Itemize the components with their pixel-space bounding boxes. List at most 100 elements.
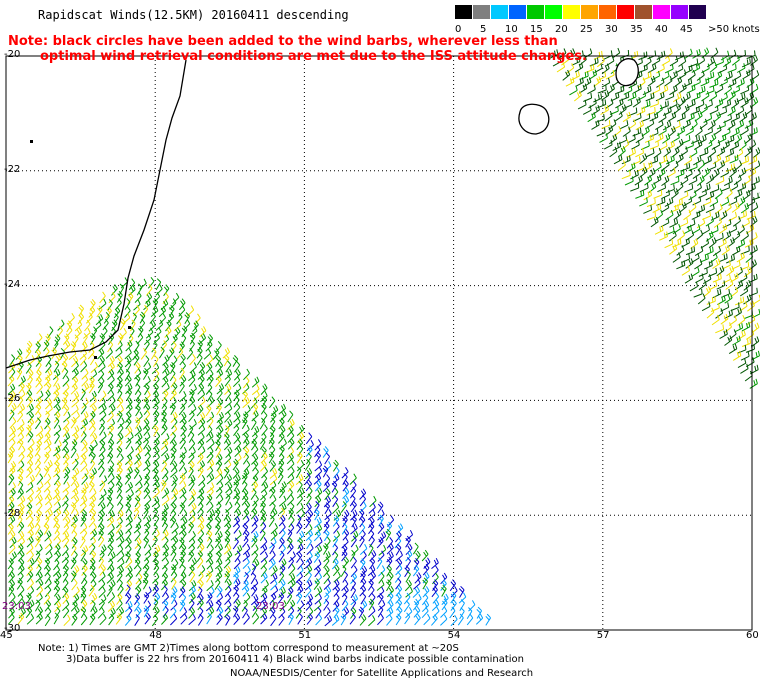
wind-barb <box>194 313 201 326</box>
wind-barb <box>242 452 250 465</box>
wind-barb <box>332 502 340 515</box>
wind-barb <box>179 549 186 562</box>
wind-barb <box>215 432 222 444</box>
wind-barb <box>98 445 106 457</box>
wind-barb <box>224 403 233 415</box>
wind-barb <box>747 300 755 312</box>
wind-barb <box>114 347 123 359</box>
wind-barb <box>183 319 191 331</box>
wind-barb <box>206 592 213 604</box>
wind-barb <box>634 175 643 186</box>
wind-barb <box>643 190 652 201</box>
wind-barb <box>358 508 365 521</box>
legend-swatch <box>653 5 670 19</box>
wind-barb <box>117 361 123 374</box>
wind-barb <box>80 360 88 373</box>
wind-barb <box>187 396 196 408</box>
wind-barb <box>207 416 214 429</box>
wind-barb <box>659 84 669 95</box>
wind-barb <box>124 375 132 387</box>
wind-barb <box>8 584 15 597</box>
wind-barb <box>143 536 150 549</box>
wind-barb <box>577 99 587 110</box>
wind-barb <box>727 119 736 131</box>
wind-barb <box>377 522 385 535</box>
wind-barb <box>250 418 257 431</box>
wind-barb <box>412 564 420 577</box>
wind-barb <box>43 375 51 387</box>
wind-barb <box>179 571 187 583</box>
wind-barb <box>279 503 287 515</box>
wind-barb <box>721 127 731 137</box>
wind-barb <box>63 411 71 423</box>
wind-barb <box>701 167 710 179</box>
wind-barb <box>169 453 176 466</box>
wind-barb <box>214 558 223 570</box>
wind-barb <box>251 480 259 493</box>
wind-barb <box>712 273 722 283</box>
wind-barb <box>359 529 366 542</box>
wind-barb <box>153 592 161 605</box>
wind-barb <box>485 613 492 626</box>
wind-barb <box>43 451 50 464</box>
wind-barb <box>163 284 170 297</box>
wind-barb <box>278 550 285 563</box>
wind-barb <box>142 577 149 590</box>
wind-barb <box>744 146 753 158</box>
wind-barb <box>278 486 286 499</box>
wind-barb <box>215 565 223 578</box>
wind-barb <box>57 319 65 331</box>
wind-barb <box>233 571 239 584</box>
wind-barb <box>197 529 205 541</box>
wind-barb <box>170 466 178 478</box>
wind-barb <box>124 298 131 310</box>
wind-barb <box>116 593 123 605</box>
legend-swatch <box>599 5 616 19</box>
wind-barb <box>26 502 33 515</box>
wind-barb <box>565 77 575 87</box>
wind-barb <box>679 190 689 201</box>
wind-barb <box>117 381 123 394</box>
wind-barb <box>287 438 295 450</box>
wind-barb <box>296 451 303 464</box>
wind-barb <box>88 306 96 318</box>
wind-barb <box>179 487 187 499</box>
wind-barb <box>179 411 187 424</box>
wind-barb <box>664 76 673 87</box>
wind-barb <box>224 606 231 618</box>
wind-barb <box>314 565 321 578</box>
wind-barb <box>639 183 649 193</box>
wind-barb <box>466 607 473 620</box>
wind-barb <box>102 318 109 331</box>
wind-barb <box>207 606 215 619</box>
wind-barb <box>331 480 338 493</box>
wind-barb <box>153 369 160 382</box>
wind-barb <box>359 543 368 555</box>
wind-barb <box>683 224 692 235</box>
wind-barb <box>739 111 748 123</box>
wind-barb <box>35 522 41 535</box>
wind-barb <box>188 474 196 487</box>
wind-barb <box>8 571 15 583</box>
wind-barb <box>724 309 733 320</box>
wind-barb <box>170 355 178 368</box>
wind-barb <box>89 563 96 576</box>
wind-barb <box>206 369 214 381</box>
wind-barb <box>35 544 43 556</box>
wind-barb <box>26 613 35 625</box>
wind-barb <box>80 354 87 366</box>
wind-barb <box>242 383 250 395</box>
wind-barb <box>278 403 287 415</box>
wind-barb <box>395 558 403 570</box>
wind-barb <box>44 494 53 506</box>
wind-barb <box>152 460 160 472</box>
wind-barb <box>732 216 741 227</box>
wind-barb <box>90 571 97 584</box>
wind-barb <box>81 411 89 423</box>
wind-barb <box>63 453 70 465</box>
legend-label: 25 <box>580 24 593 35</box>
wind-barb <box>62 460 69 472</box>
wind-barb <box>90 606 98 618</box>
wind-barb <box>422 577 429 590</box>
wind-barb <box>98 598 105 611</box>
